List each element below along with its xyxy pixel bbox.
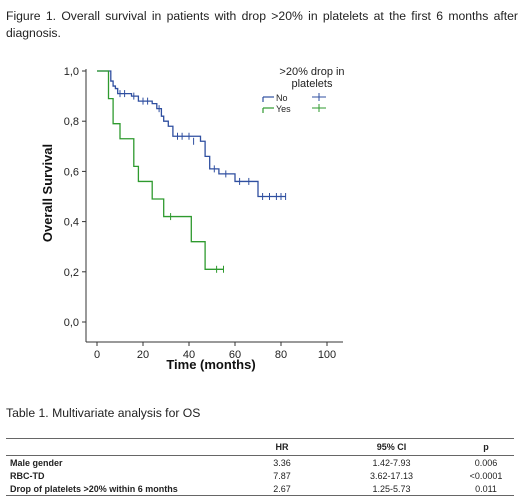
legend-label-no: No bbox=[276, 93, 288, 103]
legend-label-yes: Yes bbox=[276, 104, 291, 114]
chart-plot-area bbox=[97, 70, 287, 273]
row-ci: 1.42-7.93 bbox=[372, 457, 411, 468]
header-ci: 95% CI bbox=[325, 438, 458, 456]
figure-caption: Figure 1. Overall survival in patients w… bbox=[6, 9, 518, 40]
row-p: 0.006 bbox=[474, 457, 498, 468]
x-tick-label: 0 bbox=[94, 349, 100, 361]
y-tick-label: 0,8 bbox=[64, 116, 79, 128]
row-label: Drop of platelets >20% within 6 months bbox=[6, 482, 239, 496]
row-hr: 3.36 bbox=[273, 457, 291, 468]
row-hr: 2.67 bbox=[239, 482, 325, 496]
row-p: <0.0001 bbox=[469, 470, 503, 481]
y-tick-label: 0,4 bbox=[64, 217, 79, 229]
y-tick-label: 0,2 bbox=[64, 267, 79, 279]
x-axis-title: Time (months) bbox=[166, 357, 255, 372]
header-hr: HR bbox=[239, 438, 325, 456]
multivariate-table: HR 95% CI p Male gender 3.36 1.42-7.93 0… bbox=[6, 438, 514, 496]
row-p: 0.011 bbox=[458, 482, 514, 496]
legend-title-line1: >20% drop in bbox=[279, 66, 344, 78]
y-axis-title: Overall Survival bbox=[40, 144, 55, 242]
table-row: RBC-TD 7.87 3.62-17.13 <0.0001 bbox=[6, 469, 514, 482]
table-row: Drop of platelets >20% within 6 months 2… bbox=[6, 482, 514, 496]
survival-curve-no bbox=[97, 70, 286, 198]
survival-chart: 0,0 0,2 0,4 0,6 0,8 1,0 0 20 40 60 80 100 Overall S… bbox=[40, 66, 345, 372]
row-label: RBC-TD bbox=[10, 470, 45, 481]
chart-axes: 0,0 0,2 0,4 0,6 0,8 1,0 0 20 40 60 80 100 bbox=[64, 66, 343, 361]
row-ci: 1.25-5.73 bbox=[325, 482, 458, 496]
x-tick-label: 80 bbox=[275, 349, 287, 361]
survival-curve-yes bbox=[97, 70, 224, 270]
row-label: Male gender bbox=[10, 457, 63, 468]
legend-title-line2: platelets bbox=[292, 78, 333, 90]
header-p: p bbox=[458, 438, 514, 456]
table-title: Table 1. Multivariate analysis for OS bbox=[6, 406, 201, 420]
x-tick-label: 20 bbox=[137, 349, 149, 361]
y-tick-label: 0,6 bbox=[64, 166, 79, 178]
header-variable bbox=[6, 438, 239, 456]
y-tick-label: 0,0 bbox=[64, 317, 79, 329]
table-header-row: HR 95% CI p bbox=[6, 438, 514, 456]
row-ci: 3.62-17.13 bbox=[369, 470, 414, 481]
row-hr: 7.87 bbox=[273, 470, 291, 481]
table-row: Male gender 3.36 1.42-7.93 0.006 bbox=[6, 456, 514, 470]
x-tick-label: 60 bbox=[229, 349, 241, 361]
x-tick-label: 40 bbox=[183, 349, 195, 361]
x-tick-label: 100 bbox=[318, 349, 336, 361]
y-tick-label: 1,0 bbox=[64, 66, 79, 78]
